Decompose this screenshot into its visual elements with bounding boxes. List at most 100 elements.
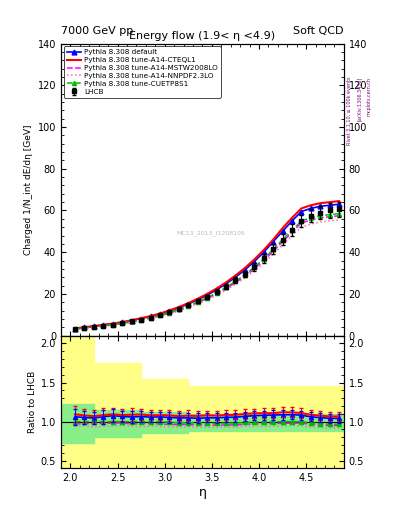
Pythia 8.308 tune-A14-NNPDF2.3LO (214, 292, 219, 298)
Pythia 8.308 tune-A14-MSTW2008LO (82, 325, 87, 331)
Pythia 8.308 tune-A14-CTEQL1 (337, 198, 342, 204)
Pythia 8.308 tune-A14-MSTW2008LO (224, 286, 228, 292)
Line: Pythia 8.308 default: Pythia 8.308 default (73, 202, 342, 331)
Y-axis label: Charged 1/N_int dE/dη [GeV]: Charged 1/N_int dE/dη [GeV] (24, 124, 33, 255)
Pythia 8.308 default (82, 324, 87, 330)
Pythia 8.308 tune-A14-CTEQL1 (120, 319, 125, 325)
Text: 7000 GeV pp: 7000 GeV pp (61, 26, 133, 36)
Pythia 8.308 tune-A14-MSTW2008LO (327, 214, 332, 220)
Pythia 8.308 tune-A14-NNPDF2.3LO (252, 268, 257, 274)
Text: [arXiv:1306.3436]: [arXiv:1306.3436] (357, 77, 362, 121)
Pythia 8.308 default (327, 202, 332, 208)
Pythia 8.308 tune-A14-MSTW2008LO (299, 220, 304, 226)
Pythia 8.308 tune-CUETP8S1 (186, 303, 191, 309)
Pythia 8.308 tune-A14-NNPDF2.3LO (139, 317, 143, 324)
Pythia 8.308 tune-CUETP8S1 (82, 325, 87, 331)
Pythia 8.308 default (186, 301, 191, 307)
Pythia 8.308 tune-A14-CTEQL1 (290, 215, 294, 221)
Pythia 8.308 tune-A14-CTEQL1 (195, 295, 200, 302)
Pythia 8.308 tune-A14-MSTW2008LO (158, 313, 162, 319)
Pythia 8.308 tune-A14-CTEQL1 (82, 324, 87, 330)
Pythia 8.308 tune-A14-MSTW2008LO (110, 322, 115, 328)
Pythia 8.308 tune-A14-NNPDF2.3LO (233, 281, 238, 287)
Pythia 8.308 tune-A14-MSTW2008LO (214, 291, 219, 297)
Pythia 8.308 tune-A14-CTEQL1 (242, 265, 247, 271)
Pythia 8.308 tune-CUETP8S1 (73, 326, 77, 332)
Pythia 8.308 tune-A14-NNPDF2.3LO (167, 311, 172, 317)
Pythia 8.308 default (318, 203, 323, 209)
Pythia 8.308 tune-A14-NNPDF2.3LO (309, 221, 313, 227)
Pythia 8.308 tune-A14-CTEQL1 (205, 291, 209, 297)
Pythia 8.308 default (176, 305, 181, 311)
Pythia 8.308 tune-A14-MSTW2008LO (318, 215, 323, 221)
Pythia 8.308 default (290, 218, 294, 224)
Pythia 8.308 tune-A14-NNPDF2.3LO (148, 315, 153, 322)
Pythia 8.308 tune-A14-NNPDF2.3LO (271, 251, 275, 258)
Pythia 8.308 tune-CUETP8S1 (261, 256, 266, 262)
Pythia 8.308 default (261, 249, 266, 255)
Pythia 8.308 tune-CUETP8S1 (148, 314, 153, 321)
Pythia 8.308 tune-A14-NNPDF2.3LO (110, 322, 115, 328)
Pythia 8.308 tune-A14-CTEQL1 (318, 200, 323, 206)
Pythia 8.308 tune-CUETP8S1 (271, 246, 275, 252)
Pythia 8.308 tune-A14-NNPDF2.3LO (280, 242, 285, 248)
Pythia 8.308 tune-A14-MSTW2008LO (167, 310, 172, 316)
Pythia 8.308 tune-A14-NNPDF2.3LO (120, 321, 125, 327)
Pythia 8.308 tune-A14-MSTW2008LO (309, 217, 313, 223)
Pythia 8.308 default (101, 322, 106, 328)
Pythia 8.308 tune-A14-MSTW2008LO (129, 319, 134, 325)
Pythia 8.308 tune-CUETP8S1 (139, 316, 143, 323)
Pythia 8.308 default (195, 297, 200, 303)
Text: Rivet 3.1.10, ≥ 100k events: Rivet 3.1.10, ≥ 100k events (347, 77, 352, 145)
Pythia 8.308 tune-A14-MSTW2008LO (252, 266, 257, 272)
Pythia 8.308 tune-CUETP8S1 (176, 306, 181, 312)
Pythia 8.308 default (167, 308, 172, 314)
Pythia 8.308 default (242, 267, 247, 273)
Pythia 8.308 tune-A14-NNPDF2.3LO (337, 217, 342, 223)
Pythia 8.308 tune-A14-CTEQL1 (261, 247, 266, 253)
Y-axis label: Ratio to LHCB: Ratio to LHCB (28, 371, 37, 433)
Pythia 8.308 tune-A14-CTEQL1 (176, 304, 181, 310)
Pythia 8.308 tune-CUETP8S1 (224, 284, 228, 290)
Pythia 8.308 default (309, 205, 313, 211)
Pythia 8.308 tune-A14-NNPDF2.3LO (158, 313, 162, 319)
Pythia 8.308 tune-A14-NNPDF2.3LO (195, 301, 200, 307)
Pythia 8.308 default (337, 201, 342, 207)
Pythia 8.308 default (139, 315, 143, 322)
Pythia 8.308 tune-A14-MSTW2008LO (73, 326, 77, 332)
Pythia 8.308 default (214, 287, 219, 293)
Pythia 8.308 tune-A14-MSTW2008LO (233, 280, 238, 286)
Pythia 8.308 tune-CUETP8S1 (318, 212, 323, 219)
Pythia 8.308 tune-CUETP8S1 (167, 309, 172, 315)
Pythia 8.308 tune-CUETP8S1 (290, 227, 294, 233)
Pythia 8.308 tune-A14-CTEQL1 (129, 317, 134, 323)
Pythia 8.308 tune-A14-CTEQL1 (299, 205, 304, 211)
Pythia 8.308 tune-A14-NNPDF2.3LO (242, 275, 247, 281)
Pythia 8.308 tune-A14-NNPDF2.3LO (299, 224, 304, 230)
Pythia 8.308 tune-CUETP8S1 (327, 211, 332, 218)
Pythia 8.308 default (205, 292, 209, 298)
Text: Soft QCD: Soft QCD (294, 26, 344, 36)
Pythia 8.308 tune-CUETP8S1 (92, 324, 96, 330)
Pythia 8.308 tune-CUETP8S1 (337, 210, 342, 217)
Pythia 8.308 default (280, 228, 285, 234)
Pythia 8.308 tune-CUETP8S1 (195, 299, 200, 305)
Pythia 8.308 tune-CUETP8S1 (242, 272, 247, 278)
Pythia 8.308 tune-CUETP8S1 (299, 218, 304, 224)
Pythia 8.308 default (92, 323, 96, 329)
Pythia 8.308 tune-A14-CTEQL1 (280, 225, 285, 231)
Pythia 8.308 tune-CUETP8S1 (101, 323, 106, 329)
Text: MC13_2013_I1208105: MC13_2013_I1208105 (176, 230, 245, 236)
Pythia 8.308 tune-A14-MSTW2008LO (148, 315, 153, 321)
Pythia 8.308 tune-A14-NNPDF2.3LO (261, 260, 266, 266)
Pythia 8.308 tune-A14-MSTW2008LO (271, 248, 275, 254)
Pythia 8.308 tune-A14-MSTW2008LO (176, 307, 181, 313)
Pythia 8.308 tune-A14-CTEQL1 (139, 315, 143, 321)
Pythia 8.308 tune-A14-MSTW2008LO (205, 295, 209, 302)
Pythia 8.308 default (129, 317, 134, 324)
Pythia 8.308 tune-A14-CTEQL1 (158, 310, 162, 316)
Title: Energy flow (1.9< η <4.9): Energy flow (1.9< η <4.9) (129, 31, 275, 41)
Pythia 8.308 tune-A14-NNPDF2.3LO (73, 326, 77, 332)
Pythia 8.308 tune-A14-MSTW2008LO (101, 323, 106, 329)
Pythia 8.308 default (110, 321, 115, 327)
